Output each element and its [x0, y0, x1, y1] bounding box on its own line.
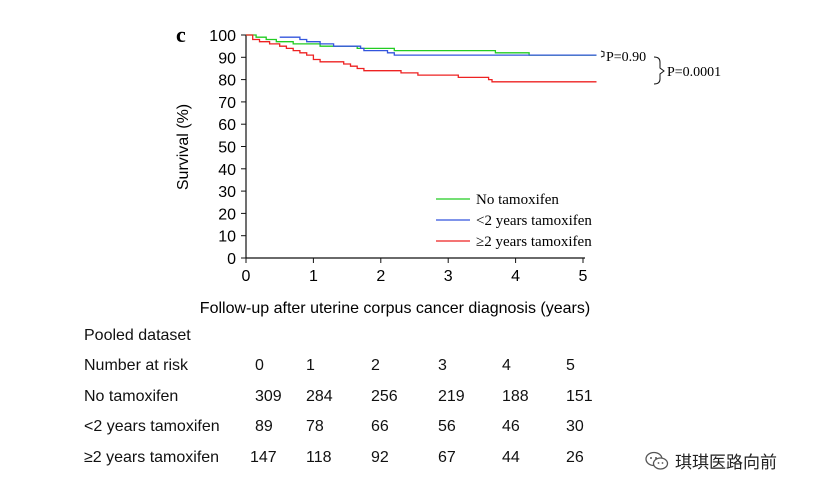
legend-label-ge2-years: ≥2 years tamoxifen — [476, 234, 592, 250]
watermark-text: 琪琪医路向前 — [675, 448, 777, 473]
p-value-no-vs-lt2: P=0.90 — [606, 50, 646, 65]
series-line-ge2-years-tamoxifen — [246, 35, 597, 82]
risk-count: 92 — [371, 449, 389, 467]
x-tick-label: 1 — [309, 268, 318, 285]
time-point: 3 — [438, 357, 447, 375]
x-tick-label: 5 — [579, 268, 588, 285]
risk-count: 147 — [250, 449, 277, 467]
series-line-no-tamoxifen — [246, 35, 597, 55]
risk-count: 89 — [255, 418, 273, 436]
time-point: 5 — [566, 357, 575, 375]
risk-table-title: Pooled dataset — [84, 327, 191, 345]
risk-count: 118 — [306, 449, 332, 467]
risk-count: 188 — [502, 388, 529, 406]
time-point: 2 — [371, 357, 380, 375]
row-label: No tamoxifen — [84, 388, 178, 406]
legend-label-lt2-years: <2 years tamoxifen — [476, 213, 592, 229]
risk-count: 284 — [306, 388, 333, 406]
risk-count: 151 — [566, 388, 593, 406]
risk-count: 44 — [502, 449, 520, 467]
risk-count: 30 — [566, 418, 584, 436]
bracket-p-090 — [601, 51, 604, 57]
x-tick-label: 0 — [242, 268, 251, 285]
y-tick-label: 20 — [218, 206, 236, 223]
y-tick-label: 50 — [218, 140, 236, 157]
y-axis-label: Survival (%) — [175, 104, 192, 190]
y-tick-label: 100 — [209, 28, 236, 45]
survival-chart: c Survival (%) 0 10 20 30 40 50 60 70 80 90 100 0 1… — [0, 0, 830, 320]
risk-count: 26 — [566, 449, 584, 467]
risk-count: 56 — [438, 418, 456, 436]
time-point: 0 — [255, 357, 264, 375]
risk-count: 256 — [371, 388, 398, 406]
x-tick-label: 2 — [376, 268, 385, 285]
x-ticks: 0 1 2 3 4 5 — [242, 258, 588, 285]
watermark: 琪琪医路向前 — [645, 448, 777, 473]
risk-count: 219 — [438, 388, 465, 406]
risk-table-header-label: Number at risk — [84, 357, 188, 375]
x-tick-label: 4 — [511, 268, 520, 285]
x-axis-label: Follow-up after uterine corpus cancer di… — [200, 300, 590, 317]
y-tick-label: 30 — [218, 184, 236, 201]
time-point: 1 — [306, 357, 315, 375]
p-value-overall: P=0.0001 — [667, 65, 721, 80]
y-tick-label: 90 — [218, 50, 236, 67]
risk-count: 309 — [255, 388, 282, 406]
series-lines — [246, 35, 597, 82]
y-tick-label: 40 — [218, 162, 236, 179]
legend-label-no-tamoxifen: No tamoxifen — [476, 192, 559, 208]
legend: No tamoxifen <2 years tamoxifen ≥2 years… — [436, 192, 592, 250]
row-label: <2 years tamoxifen — [84, 418, 220, 436]
y-ticks: 0 10 20 30 40 50 60 70 80 90 100 — [209, 28, 246, 268]
y-tick-label: 0 — [227, 251, 236, 268]
x-tick-label: 3 — [444, 268, 453, 285]
bracket-p-00001 — [654, 57, 664, 84]
p-value-annotations: P=0.90 P=0.0001 — [601, 50, 721, 84]
panel-label: c — [176, 22, 186, 47]
wechat-icon — [645, 451, 669, 471]
risk-count: 66 — [371, 418, 389, 436]
risk-count: 78 — [306, 418, 324, 436]
risk-count: 46 — [502, 418, 520, 436]
y-tick-label: 10 — [218, 229, 236, 246]
y-tick-label: 70 — [218, 95, 236, 112]
y-tick-label: 80 — [218, 73, 236, 90]
row-label: ≥2 years tamoxifen — [84, 449, 219, 467]
time-point: 4 — [502, 357, 511, 375]
risk-count: 67 — [438, 449, 456, 467]
y-tick-label: 60 — [218, 117, 236, 134]
